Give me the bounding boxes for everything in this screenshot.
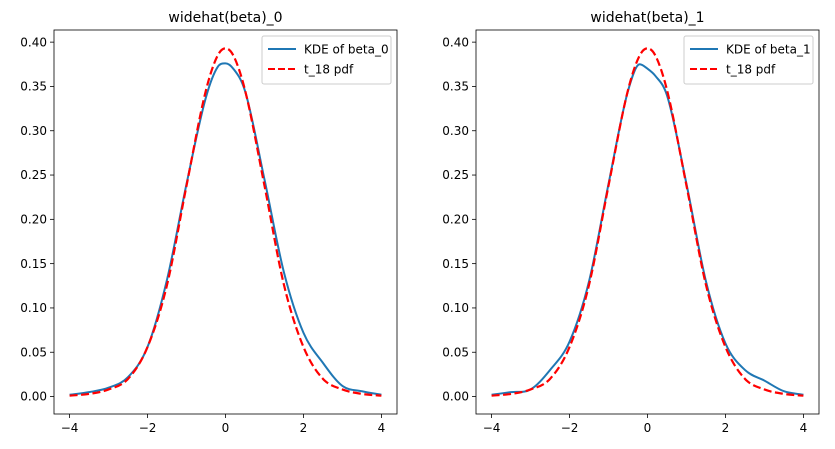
y-tick-label-0-6: 0.30	[20, 124, 47, 138]
legend-label-0-0: KDE of beta_0	[304, 42, 389, 56]
y-tick-label-0-0: 0.00	[20, 390, 47, 404]
series-lines-0	[69, 47, 382, 397]
y-tick-label-0-1: 0.05	[20, 345, 47, 359]
y-tick-label-0-3: 0.15	[20, 257, 47, 271]
legend-label-1-0: KDE of beta_1	[726, 42, 811, 56]
legend-0: KDE of beta_0 t_18 pdf	[261, 35, 392, 85]
x-tick-label-1-3: 2	[722, 421, 730, 435]
y-tick-label-1-6: 0.30	[442, 124, 469, 138]
plot-frame-0	[53, 29, 398, 415]
x-tick-label-0-2: 0	[222, 421, 230, 435]
x-tick-label-1-1: −2	[561, 421, 579, 435]
plot-frame-1	[475, 29, 820, 415]
x-tick-label-1-0: −4	[483, 421, 501, 435]
y-axis-0: 0.00 0.05 0.10 0.15 0.20 0.25 0.30 0.35 0.40	[20, 35, 54, 404]
legend-label-1-1: t_18 pdf	[726, 62, 776, 76]
x-tick-label-0-1: −2	[139, 421, 157, 435]
y-tick-label-1-7: 0.35	[442, 80, 469, 94]
y-tick-label-0-8: 0.40	[20, 35, 47, 49]
x-axis-1: −4 −2 0 2 4	[483, 414, 807, 435]
y-tick-label-1-3: 0.15	[442, 257, 469, 271]
plot-area-1	[476, 30, 819, 414]
y-tick-label-1-8: 0.40	[442, 35, 469, 49]
y-tick-label-1-0: 0.00	[442, 390, 469, 404]
y-tick-label-1-2: 0.10	[442, 301, 469, 315]
series-line-1-0	[491, 63, 804, 396]
y-tick-label-0-7: 0.35	[20, 80, 47, 94]
chart-title-1: widehat(beta)_1	[590, 10, 704, 26]
y-tick-label-0-2: 0.10	[20, 301, 47, 315]
y-axis-1: 0.00 0.05 0.10 0.15 0.20 0.25 0.30 0.35 0.40	[442, 35, 476, 404]
y-tick-label-1-5: 0.25	[442, 168, 469, 182]
chart-panel-0: widehat(beta)_0 −4 −2 0 2 4 0.00 0.05 0.10 0.15…	[20, 10, 398, 435]
chart-title-0: widehat(beta)_0	[168, 10, 282, 26]
chart-panel-1: widehat(beta)_1 −4 −2 0 2 4 0.00 0.05 0.10 0.15…	[442, 10, 820, 435]
series-line-0-0	[69, 62, 382, 396]
x-axis-0: −4 −2 0 2 4	[61, 414, 385, 435]
y-tick-label-0-4: 0.20	[20, 213, 47, 227]
x-tick-label-1-2: 0	[644, 421, 652, 435]
y-tick-label-0-5: 0.25	[20, 168, 47, 182]
y-tick-label-1-1: 0.05	[442, 345, 469, 359]
x-tick-label-0-0: −4	[61, 421, 79, 435]
x-tick-label-0-4: 4	[378, 421, 386, 435]
x-tick-label-1-4: 4	[800, 421, 808, 435]
legend-label-0-1: t_18 pdf	[304, 62, 354, 76]
plot-area-0	[54, 30, 397, 414]
legend-1: KDE of beta_1 t_18 pdf	[683, 35, 814, 85]
y-tick-label-1-4: 0.20	[442, 213, 469, 227]
x-tick-label-0-3: 2	[300, 421, 308, 435]
series-lines-1	[491, 47, 804, 397]
